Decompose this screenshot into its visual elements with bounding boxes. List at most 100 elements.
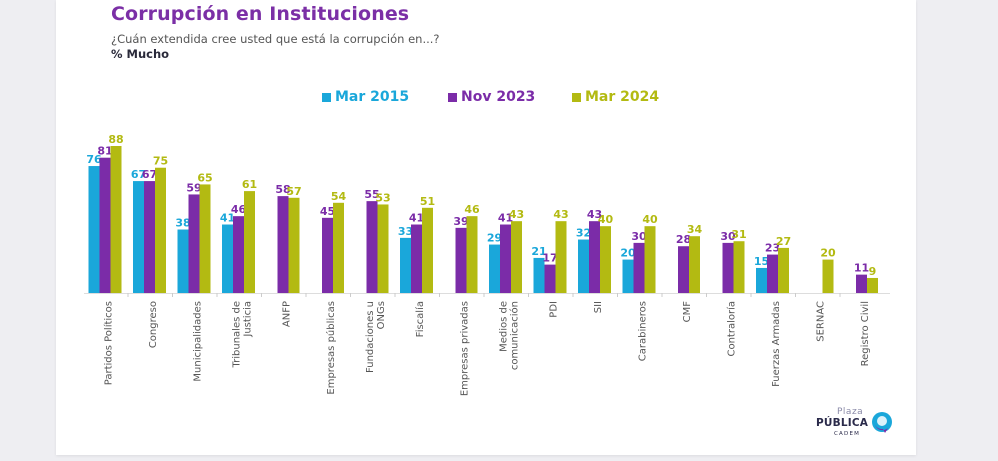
bar — [400, 237, 411, 293]
bar — [411, 224, 422, 293]
logo-plaza-text: Plaza — [837, 407, 864, 417]
category-label-line: Fundaciones u — [365, 301, 376, 373]
category-label-line: Medios de — [499, 301, 510, 352]
category-label-line: comunicación — [509, 301, 521, 370]
data-label: 75 — [153, 155, 168, 168]
data-label: 31 — [731, 228, 746, 241]
category-label: CMF — [682, 301, 693, 323]
data-label: 21 — [531, 245, 546, 258]
bar — [544, 264, 556, 293]
bar — [288, 197, 300, 293]
data-label: 20 — [620, 247, 636, 260]
legend-swatch — [572, 92, 581, 102]
legend-item: Mar 2015 — [322, 89, 409, 105]
legend-swatch — [448, 92, 457, 102]
category-label: Partidos Políticos — [103, 301, 115, 385]
category-label-line: Fiscalía — [414, 301, 426, 337]
category-label-line: Registro Civil — [860, 301, 871, 366]
chart-subtitle: ¿Cuán extendida cree usted que está la c… — [111, 32, 440, 46]
bar — [778, 247, 789, 293]
data-label: 30 — [631, 230, 647, 243]
category-label-line: Empresas privadas — [460, 301, 471, 396]
category-label: Fuerzas Armadas — [771, 301, 782, 387]
category-label-line: Fuerzas Armadas — [771, 301, 782, 387]
category-label-line: Justicia — [243, 301, 254, 338]
bar — [322, 217, 333, 293]
bar — [689, 236, 700, 293]
bar — [155, 167, 166, 293]
data-label: 46 — [231, 203, 247, 216]
legend-label: Nov 2023 — [461, 89, 536, 105]
category-label: Fundaciones u ONGs — [365, 301, 387, 373]
category-label: Congreso — [148, 301, 159, 348]
category-label-line: Empresas públicas — [325, 301, 337, 395]
data-label: 54 — [331, 190, 347, 203]
bar — [578, 239, 589, 293]
bar — [867, 277, 878, 293]
category-label: Fiscalía — [414, 301, 426, 337]
bar — [600, 226, 611, 293]
bar — [500, 224, 511, 293]
bar — [110, 146, 122, 293]
data-label: 39 — [453, 215, 468, 228]
bar — [644, 226, 656, 293]
category-label: SERNAC — [816, 301, 827, 342]
category-label-line: ANFP — [282, 301, 293, 327]
chart-measure-label: % Mucho — [111, 47, 170, 61]
category-label-line: CMF — [682, 301, 693, 323]
data-label: 20 — [820, 247, 836, 260]
data-label: 27 — [776, 235, 791, 248]
data-label: 41 — [498, 212, 513, 225]
legend-item: Nov 2023 — [448, 89, 535, 105]
bar — [244, 191, 255, 293]
bar — [188, 194, 200, 293]
data-label: 11 — [854, 262, 869, 275]
bar — [733, 241, 745, 293]
legend-label: Mar 2015 — [335, 89, 410, 105]
category-label-line: PDI — [549, 301, 560, 318]
bar — [366, 201, 378, 293]
bar — [678, 246, 689, 293]
category-label: Empresas privadas — [460, 301, 471, 396]
bar — [133, 181, 144, 293]
data-label: 58 — [275, 183, 290, 196]
bar — [466, 216, 478, 293]
bar — [144, 181, 155, 293]
logo-cadem-text: CADEM — [834, 431, 861, 437]
category-label-line: Municipalidades — [193, 301, 204, 382]
category-label-line: Carabineros — [638, 301, 649, 361]
data-label: 29 — [487, 232, 502, 245]
logo-publica-text: PÚBLICA — [816, 417, 869, 429]
data-label: 40 — [642, 213, 658, 226]
speech-bubble-icon — [872, 412, 892, 433]
legend-label: Mar 2024 — [585, 89, 660, 105]
data-label: 65 — [197, 171, 212, 184]
category-label-line: SERNAC — [816, 301, 827, 342]
bar — [533, 257, 545, 293]
data-label: 67 — [131, 168, 146, 181]
data-label: 40 — [598, 213, 614, 226]
data-label: 41 — [409, 212, 424, 225]
bar — [511, 221, 522, 293]
bar — [756, 267, 767, 293]
category-label-line: Congreso — [148, 301, 159, 348]
category-label-line: Partidos Políticos — [103, 301, 115, 385]
category-label: Contraloría — [726, 301, 738, 357]
chart-legend: Mar 2015 Nov 2023 Mar 2024 — [0, 89, 998, 109]
data-label: 28 — [676, 233, 691, 246]
data-label: 15 — [754, 255, 769, 268]
bar — [88, 166, 100, 293]
bar — [856, 274, 867, 293]
plaza-publica-logo: Plaza PÚBLICA CADEM — [812, 407, 902, 441]
bar — [455, 227, 467, 293]
bar — [767, 254, 778, 293]
bar — [422, 207, 433, 293]
data-label: 43 — [553, 208, 568, 221]
category-label: SII — [593, 301, 604, 313]
data-label: 23 — [765, 242, 780, 255]
category-label: Registro Civil — [860, 301, 871, 366]
category-label: Carabineros — [638, 301, 649, 361]
legend-item: Mar 2024 — [572, 89, 659, 105]
data-label: 59 — [186, 181, 201, 194]
